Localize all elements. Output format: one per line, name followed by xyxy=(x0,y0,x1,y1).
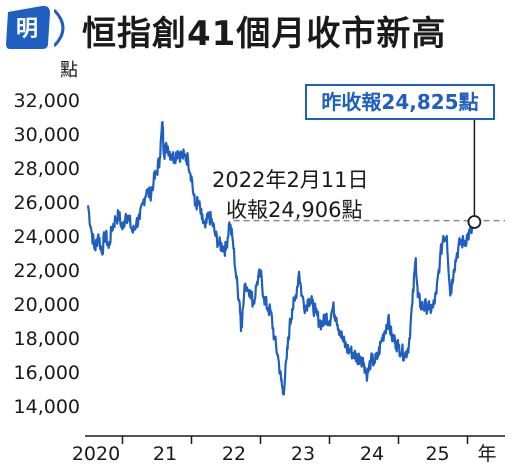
y-tick-label: 28,000 xyxy=(14,158,80,180)
y-tick-label: 20,000 xyxy=(14,294,80,316)
logo-badge xyxy=(6,5,50,49)
latest-close-marker xyxy=(467,215,482,229)
title-accent-icon xyxy=(54,8,65,48)
x-axis-unit-label: 年 xyxy=(477,443,496,465)
logo-char: 明 xyxy=(16,17,38,42)
y-tick-label: 24,000 xyxy=(14,226,80,248)
page-title: 恒指創41個月收市新高 xyxy=(82,14,447,54)
y-tick-label: 30,000 xyxy=(14,124,80,146)
y-tick-label: 18,000 xyxy=(14,328,80,350)
annotation-close: 收報24,906點 xyxy=(226,198,363,222)
latest-close-callout: 昨收報24,825點 xyxy=(305,84,495,120)
series-line xyxy=(86,121,476,396)
x-tick-label: 2020 xyxy=(72,443,120,465)
x-tick-label: 23 xyxy=(291,443,315,465)
y-tick-label: 32,000 xyxy=(14,90,80,112)
x-tick-label: 22 xyxy=(222,443,246,465)
x-tick-label: 21 xyxy=(153,443,177,465)
x-tick-label: 24 xyxy=(360,443,384,465)
annotation-date: 2022年2月11日 xyxy=(212,168,369,192)
y-tick-label: 14,000 xyxy=(14,396,80,418)
header: 明 恒指創41個月收市新高 xyxy=(0,0,514,54)
y-axis-unit-label: 點 xyxy=(60,60,78,81)
y-tick-label: 16,000 xyxy=(14,362,80,384)
x-tick-label: 25 xyxy=(425,443,449,465)
y-tick-label: 26,000 xyxy=(14,192,80,214)
ming-pao-logo: 明 xyxy=(6,5,50,49)
y-tick-label: 22,000 xyxy=(14,260,80,282)
